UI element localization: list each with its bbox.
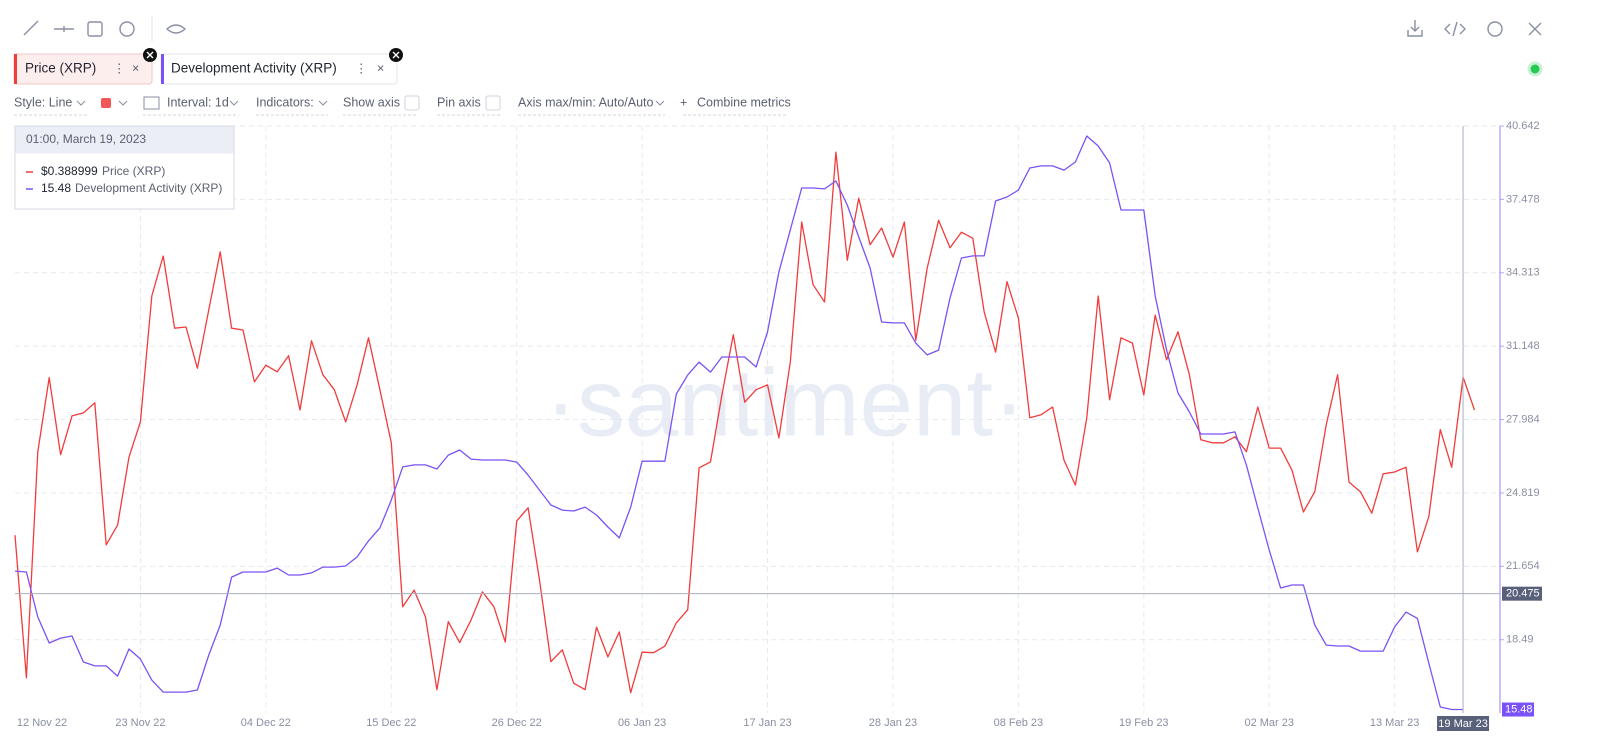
series-line	[14, 151, 1476, 694]
checkbox[interactable]	[485, 95, 501, 111]
x-tick-label: 15 Dec 22	[366, 717, 416, 729]
y2-tick-label: 34.313	[1506, 267, 1540, 279]
x-tick-label: 02 Mar 23	[1244, 717, 1294, 729]
x-tick-label: 19 Feb 23	[1119, 717, 1169, 729]
chevrons	[76, 100, 665, 106]
y2-tick-label: 24.819	[1506, 487, 1540, 499]
close-icon[interactable]	[1528, 22, 1542, 36]
x-tick-label: 28 Jan 23	[869, 717, 917, 729]
crosshair-y-box	[1502, 586, 1542, 601]
show-axis[interactable]: Show axis	[343, 95, 400, 109]
x-tick-label: 26 Dec 22	[492, 717, 542, 729]
x-tick-label: 08 Feb 23	[994, 717, 1044, 729]
value-label: 15.48	[1505, 703, 1533, 715]
x-tick-label: 13 Mar 23	[1370, 717, 1420, 729]
note-tool[interactable]	[87, 21, 103, 37]
tooltip-value: $0.388999	[41, 164, 98, 178]
settings-icon[interactable]	[1487, 21, 1503, 37]
y2-tick-label: 40.642	[1506, 120, 1540, 132]
metric-chip[interactable]: Price (XRP) ⋮ ×	[13, 48, 157, 85]
y2-tick-label: 18.49	[1506, 634, 1534, 646]
checkbox[interactable]	[404, 95, 420, 111]
chip-close-x	[392, 51, 400, 59]
pin-axis[interactable]: Pin axis	[437, 95, 481, 109]
style-select[interactable]: Style: Line	[14, 95, 72, 109]
chip-menu[interactable]: ⋮	[113, 61, 126, 75]
chip-menu[interactable]: ⋮	[355, 61, 368, 75]
embed-icon[interactable]	[1444, 21, 1466, 37]
emoji-tool[interactable]	[119, 21, 135, 37]
settings-row: Style: Line Interval: 1d Indicators: Sho…	[14, 95, 791, 116]
tooltip-title: 01:00, March 19, 2023	[26, 132, 146, 146]
eye-icon[interactable]	[165, 24, 187, 34]
hline-tool[interactable]	[54, 26, 74, 32]
download-icon[interactable]	[1407, 20, 1423, 37]
chip-color	[14, 54, 17, 84]
chip-close-x	[146, 51, 154, 59]
color-select[interactable]	[101, 98, 111, 108]
crosshair-x-box	[1437, 716, 1490, 731]
value-box	[1502, 702, 1534, 717]
x-tick-label: 04 Dec 22	[241, 717, 291, 729]
tooltip-header	[15, 126, 234, 154]
chip-color	[161, 54, 164, 84]
tooltip: 01:00, March 19, 2023 $0.388999 Price (X…	[14, 125, 235, 210]
x-tick-label: 23 Nov 22	[115, 717, 165, 729]
x-tick-label: 06 Jan 23	[618, 717, 666, 729]
y2-tick-label: 31.148	[1506, 340, 1540, 352]
y2-tick-label: 21.654	[1506, 560, 1540, 572]
tooltip-series: Price (XRP)	[102, 164, 165, 178]
y2-tick-label: 27.984	[1506, 413, 1540, 425]
combine-metrics[interactable]: Combine metrics	[697, 95, 791, 109]
x-tick-label: 12 Nov 22	[17, 717, 67, 729]
tooltip-value: 15.48	[41, 181, 71, 195]
chip-remove[interactable]: ×	[377, 61, 384, 75]
chip-remove[interactable]: ×	[132, 61, 139, 75]
status-dot	[1527, 61, 1543, 77]
interval-select[interactable]: Interval: 1d	[167, 95, 229, 109]
y2-tick-label: 37.478	[1506, 193, 1540, 205]
indicators-select[interactable]: Indicators:	[256, 95, 314, 109]
tooltip-series: Development Activity (XRP)	[75, 181, 222, 195]
series-line	[14, 135, 1464, 711]
chip-label: Price (XRP)	[25, 61, 96, 76]
crosshair-y-label: 20.475	[1506, 588, 1540, 600]
metric-chip[interactable]: Development Activity (XRP) ⋮ ×	[160, 48, 403, 85]
crosshair-x-label: 19 Mar 23	[1438, 718, 1488, 730]
watermark: ·santiment·	[545, 349, 1025, 456]
line-tool[interactable]	[23, 20, 39, 36]
axis-minmax[interactable]: Axis max/min: Auto/Auto	[518, 95, 654, 109]
plot: 40.642 37.478 34.313 31.148 27.984 24.819 21.6…	[14, 120, 1542, 731]
interval-icon	[143, 96, 160, 110]
x-tick-label: 17 Jan 23	[743, 717, 791, 729]
plus: +	[680, 95, 687, 109]
chip-label: Development Activity (XRP)	[171, 61, 337, 76]
toolbar-icons	[23, 20, 1542, 37]
